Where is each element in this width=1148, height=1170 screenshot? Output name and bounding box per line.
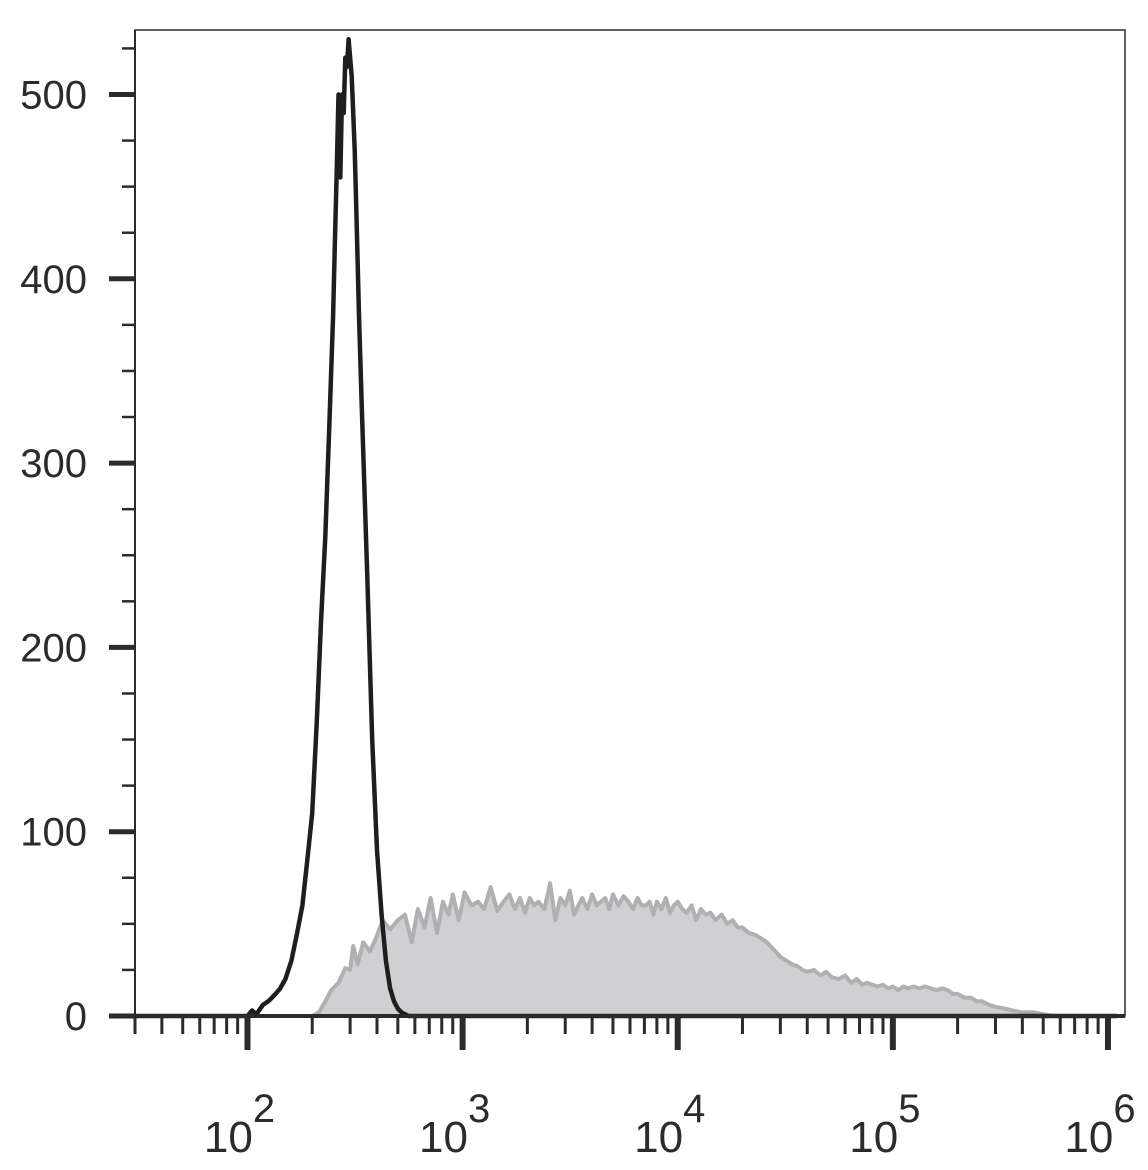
y-tick-label: 200 [20, 626, 87, 670]
y-axis-ticks: 0 100 200 300 400 500 [20, 47, 135, 1039]
y-tick-label: 0 [65, 995, 87, 1039]
x-tick-label: 105 [849, 1087, 920, 1162]
y-tick-label: 500 [20, 74, 87, 118]
plot-frame [134, 29, 1126, 1017]
series-0-area-fill [288, 883, 1121, 1016]
series-layer [135, 36, 1121, 1019]
y-tick-label: 300 [20, 442, 87, 486]
series-1-line [135, 36, 1117, 1019]
y-tick-label: 100 [20, 811, 87, 855]
series-0-area-outline [288, 881, 1121, 1018]
x-tick-label: 102 [204, 1087, 275, 1162]
x-axis-ticks: 102 103 104 105 106 [133, 1016, 1136, 1162]
y-tick-label: 400 [20, 258, 87, 302]
x-tick-label: 106 [1064, 1087, 1135, 1162]
x-tick-label: 104 [634, 1087, 705, 1162]
x-tick-label: 103 [419, 1087, 490, 1162]
